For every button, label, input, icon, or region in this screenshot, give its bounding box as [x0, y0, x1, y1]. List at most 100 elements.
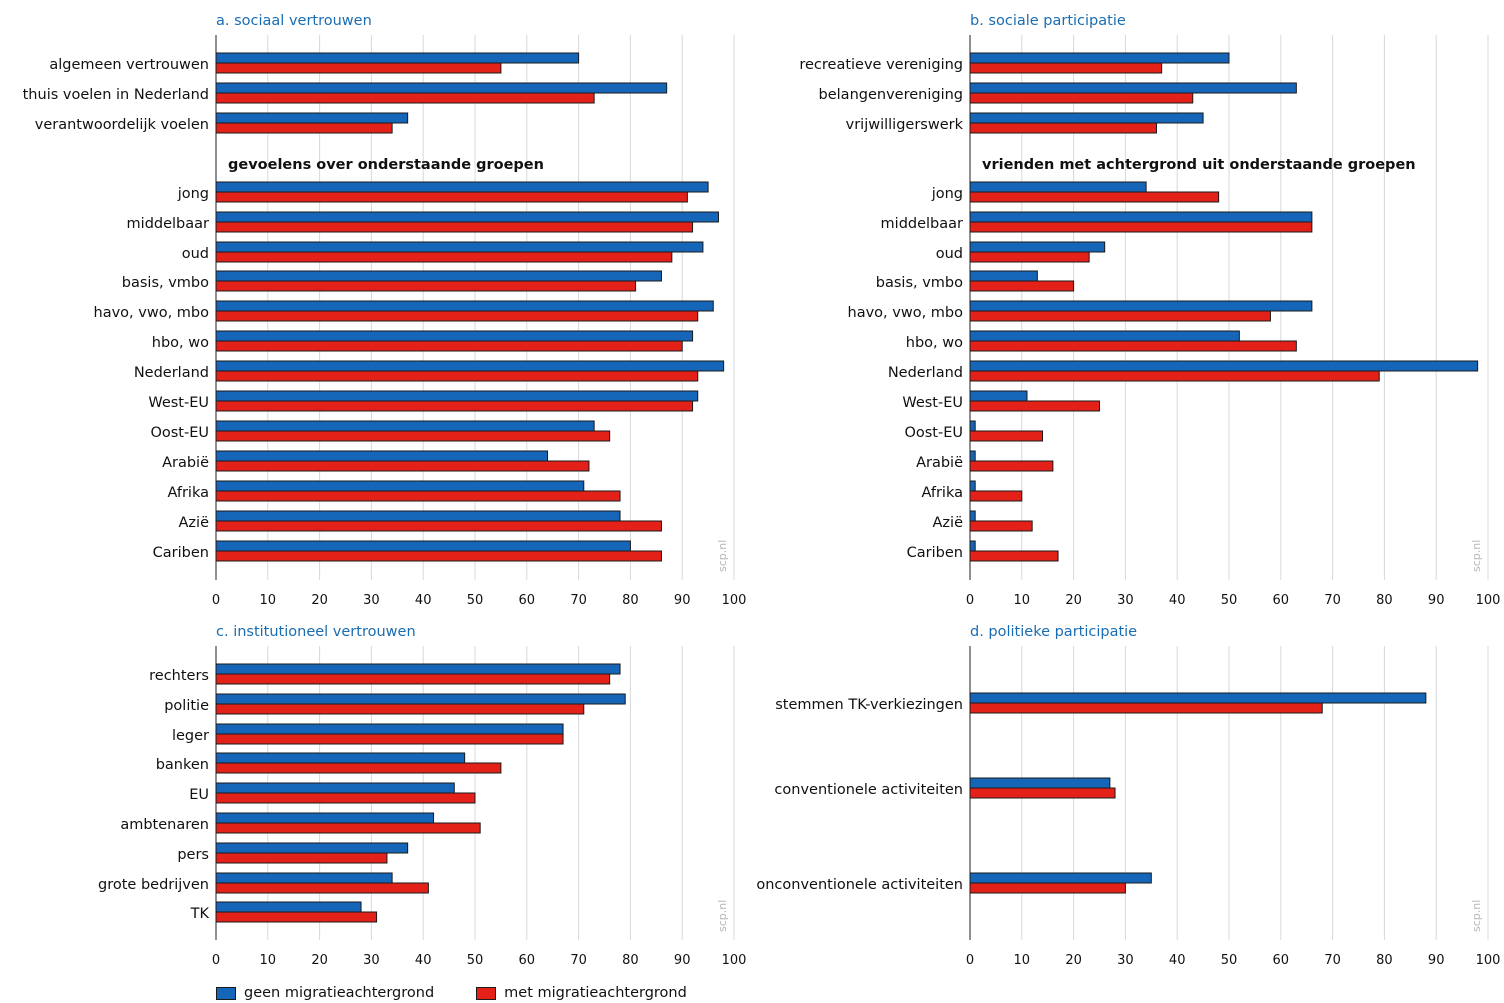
panel-c-tick-label: 60 — [519, 953, 536, 968]
panel-c-category-label: banken — [156, 757, 209, 773]
panel-a-bar-met — [215, 310, 699, 322]
panel-c-tick-label: 30 — [363, 953, 380, 968]
panel-d-tick-label: 70 — [1324, 953, 1341, 968]
panel-b-category-label: basis, vmbo — [876, 275, 963, 291]
panel-b-bar-met — [969, 520, 1033, 532]
panel-a-bar-geen — [215, 330, 694, 342]
legend-swatch-met — [476, 986, 497, 1000]
panel-a-tick-label: 40 — [415, 593, 432, 608]
panel-b-bar-geen — [969, 540, 976, 552]
panel-b-category-label: hbo, wo — [906, 335, 963, 351]
panel-d-tick-label: 90 — [1428, 953, 1445, 968]
panel-b-category-label: recreatieve vereniging — [799, 57, 963, 73]
panel-c-bar-geen — [215, 842, 409, 854]
panel-a-bar-met — [215, 550, 662, 562]
panel-c-tick-label: 0 — [212, 953, 220, 968]
panel-a-bar-geen — [215, 82, 668, 94]
panel-a-bar-geen — [215, 241, 704, 253]
panel-c-bar-met — [215, 911, 378, 923]
panel-c-category-label: leger — [172, 728, 209, 744]
panel-a-title: a. sociaal vertrouwen — [216, 13, 372, 29]
panel-b-tick-label: 30 — [1117, 593, 1134, 608]
panel-a-bar-met — [215, 430, 611, 442]
panel-b-bar-geen — [969, 52, 1230, 64]
panel-b-bar-met — [969, 280, 1075, 292]
panel-d-watermark: scp.nl — [1470, 900, 1483, 932]
panel-c-category-label: EU — [189, 787, 209, 803]
panel-b-category-label: Arabië — [916, 455, 963, 471]
panel-a-category-label: thuis voelen in Nederland — [23, 87, 209, 103]
panel-c-title: c. institutioneel vertrouwen — [216, 624, 416, 640]
panel-c-bar-geen — [215, 663, 621, 675]
panel-c-bar-geen — [215, 752, 466, 764]
panel-a-bar-met — [215, 251, 673, 263]
legend-item-geen: geen migratieachtergrond — [216, 985, 434, 1001]
panel-a-tick-label: 0 — [212, 593, 220, 608]
panel-a-tick-label: 90 — [674, 593, 691, 608]
panel-b-category-label: Afrika — [921, 485, 963, 501]
panel-c-bar-met — [215, 792, 476, 804]
panel-c-bar-met — [215, 762, 502, 774]
panel-d-bar-geen — [969, 872, 1152, 884]
panel-a-watermark: scp.nl — [716, 540, 729, 572]
panel-c-category-label: ambtenaren — [120, 817, 209, 833]
panel-b-category-label: West-EU — [902, 395, 963, 411]
panel-d-tick-label: 10 — [1014, 953, 1031, 968]
panel-a-tick-label: 70 — [570, 593, 587, 608]
panel-c-bar-geen — [215, 693, 626, 705]
panel-c-bar-geen — [215, 782, 455, 794]
panel-a-category-label: Azië — [179, 515, 210, 531]
panel-a-bar-met — [215, 400, 694, 412]
panel-c-bar-met — [215, 822, 481, 834]
panel-d-bar-geen — [969, 777, 1111, 789]
panel-c-bar-met — [215, 673, 611, 685]
panel-a-bar-geen — [215, 420, 595, 432]
panel-a-bar-met — [215, 221, 694, 233]
panel-a-category-label: jong — [177, 186, 209, 202]
panel-c-bar-met — [215, 703, 585, 715]
panel-c-bar-geen — [215, 901, 362, 913]
panel-b-bar-met — [969, 550, 1059, 562]
legend-label-met: met migratieachtergrond — [504, 985, 687, 1001]
panel-c-bar-geen — [215, 872, 393, 884]
panel-a-category-label: Cariben — [153, 545, 209, 561]
panel-a-tick-label: 30 — [363, 593, 380, 608]
panel-a-bar-met — [215, 490, 621, 502]
panel-a-tick-label: 60 — [519, 593, 536, 608]
panel-b-tick-label: 80 — [1376, 593, 1393, 608]
panel-b-category-label: jong — [931, 186, 963, 202]
panel-b-category-label: havo, vwo, mbo — [848, 305, 964, 321]
panel-b-tick-label: 90 — [1428, 593, 1445, 608]
panel-b-category-label: Oost-EU — [904, 425, 963, 441]
panel-d-bar-met — [969, 882, 1126, 894]
panel-c-category-label: rechters — [149, 668, 209, 684]
panel-d-tick-label: 40 — [1169, 953, 1186, 968]
panel-a-category-label: oud — [182, 246, 209, 262]
panel-b-tick-label: 20 — [1065, 593, 1082, 608]
legend-swatch-geen — [216, 986, 236, 1000]
panel-b-bar-met — [969, 62, 1163, 74]
panel-b-bar-met — [969, 370, 1380, 382]
panel-b-tick-label: 50 — [1221, 593, 1238, 608]
panel-b-category-label: middelbaar — [881, 216, 963, 232]
panel-b-tick-label: 70 — [1324, 593, 1341, 608]
panel-a-category-label: middelbaar — [127, 216, 209, 232]
panel-a-bar-met — [215, 122, 393, 134]
panel-b-bar-met — [969, 310, 1271, 322]
panel-a-bar-met — [215, 460, 590, 472]
panel-c-category-label: TK — [190, 906, 210, 922]
panel-b-bar-geen — [969, 241, 1106, 253]
panel-d-bar-met — [969, 787, 1116, 799]
panel-b-tick-label: 40 — [1169, 593, 1186, 608]
panel-a-bar-met — [215, 280, 637, 292]
legend: geen migratieachtergrond met migratieach… — [216, 985, 687, 1001]
panel-a-category-label: Afrika — [167, 485, 209, 501]
panel-d-category-label: stemmen TK-verkiezingen — [775, 697, 963, 713]
panel-b-bar-met — [969, 191, 1220, 203]
panel-a-bar-geen — [215, 480, 585, 492]
panel-b-bar-met — [969, 460, 1054, 472]
panel-b-bar-geen — [969, 330, 1240, 342]
panel-c-tick-label: 20 — [311, 953, 328, 968]
panel-d-tick-label: 30 — [1117, 953, 1134, 968]
panel-c-category-label: pers — [177, 847, 209, 863]
